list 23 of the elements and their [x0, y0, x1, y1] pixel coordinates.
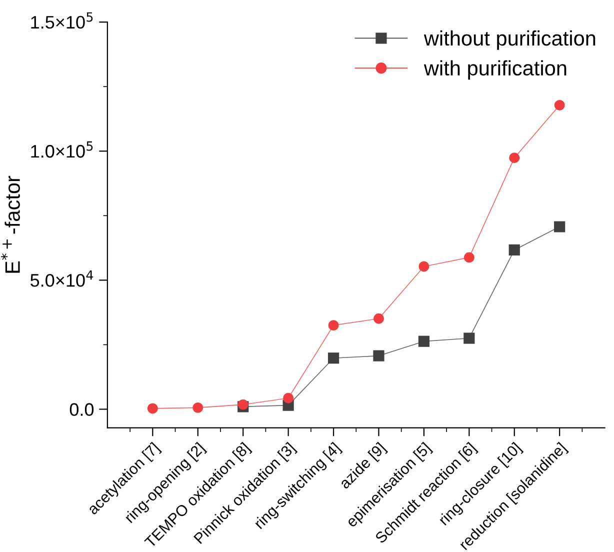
point — [328, 352, 340, 364]
y-axis-title: E$^{*+}$-factor — [0, 176, 20, 273]
legend-label: without purification — [424, 30, 596, 50]
point — [147, 403, 158, 414]
point — [192, 402, 204, 413]
point — [464, 332, 475, 344]
point — [238, 399, 248, 410]
point — [374, 313, 384, 324]
point — [554, 221, 566, 232]
point — [283, 392, 294, 404]
point — [554, 100, 565, 110]
point — [328, 320, 339, 331]
y-tick-label: 1.0×10$^{5}$ — [31, 141, 93, 158]
y-tick-label: 5.0×10$^{4}$ — [30, 270, 94, 287]
point — [373, 350, 384, 362]
point — [418, 261, 430, 272]
legend-label: with purification — [424, 60, 566, 80]
y-tick-label: 1.5×10$^{5}$ — [31, 12, 93, 29]
point — [509, 152, 520, 164]
point — [464, 252, 474, 263]
y-tick-label: 0.0 — [70, 403, 94, 416]
point — [508, 244, 520, 256]
point — [418, 336, 430, 347]
